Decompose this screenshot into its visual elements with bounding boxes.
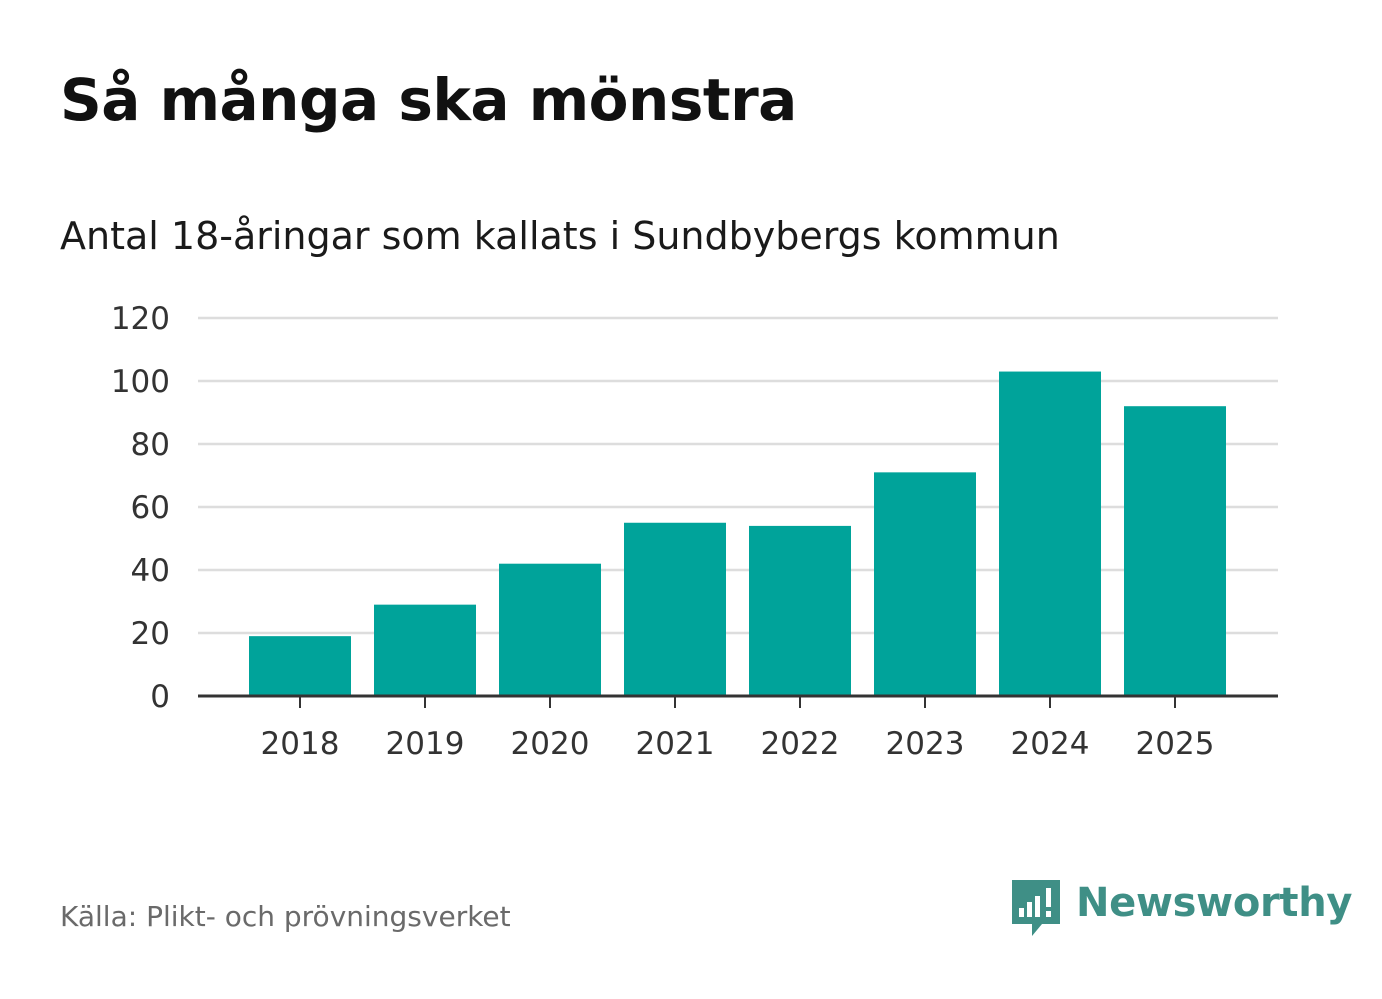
y-tick-label: 60 xyxy=(131,490,170,526)
x-tick-label: 2025 xyxy=(1136,726,1215,762)
x-tick-label: 2022 xyxy=(761,726,840,762)
bar-chart: 0 20 40 60 80 100 120 2018 2019 2020 2021 2022 2023… xyxy=(111,301,1278,762)
bar-2019 xyxy=(374,604,476,696)
gridlines xyxy=(198,316,1278,635)
y-tick-label: 0 xyxy=(150,679,170,715)
x-tick-label: 2019 xyxy=(386,726,465,762)
x-axis-tick-labels: 2018 2019 2020 2021 2022 2023 2024 2025 xyxy=(261,726,1215,762)
bar-2018 xyxy=(249,636,351,696)
bar-2023 xyxy=(874,472,976,696)
chart-title: Så många ska mönstra xyxy=(60,66,797,134)
x-tick-label: 2024 xyxy=(1011,726,1090,762)
bar-2025 xyxy=(1124,406,1226,696)
newsworthy-logo-icon xyxy=(1012,880,1060,936)
chart-subtitle: Antal 18-åringar som kallats i Sundbyber… xyxy=(60,214,1060,258)
bar-2022 xyxy=(749,525,851,696)
bar-2021 xyxy=(624,522,726,696)
x-tick-label: 2021 xyxy=(636,726,715,762)
x-tick-label: 2020 xyxy=(511,726,590,762)
source-note: Källa: Plikt- och prövningsverket xyxy=(60,900,511,933)
x-axis xyxy=(198,694,1278,708)
y-tick-label: 100 xyxy=(111,364,170,400)
y-tick-label: 20 xyxy=(131,616,170,652)
bar-2020 xyxy=(499,563,601,696)
x-tick-label: 2023 xyxy=(886,726,965,762)
brand-name: Newsworthy xyxy=(1076,880,1353,926)
bars xyxy=(249,371,1226,696)
bar-2024 xyxy=(999,371,1101,696)
y-axis-tick-labels: 0 20 40 60 80 100 120 xyxy=(111,301,170,715)
y-tick-label: 80 xyxy=(131,427,170,463)
x-tick-label: 2018 xyxy=(261,726,340,762)
brand-logo: Newsworthy xyxy=(1010,878,1353,940)
y-tick-label: 120 xyxy=(111,301,170,337)
y-tick-label: 40 xyxy=(131,553,170,589)
